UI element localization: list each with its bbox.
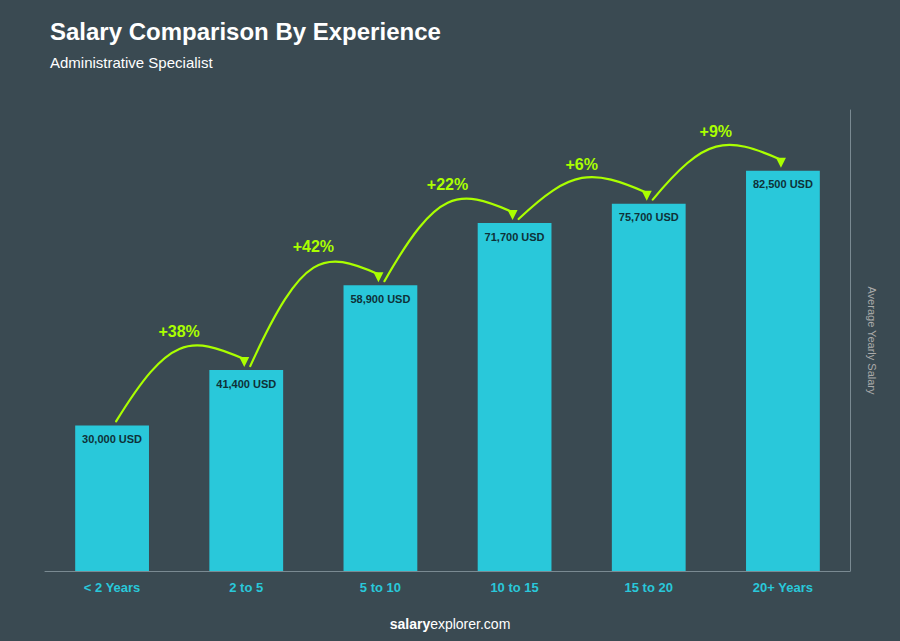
svg-text:salary: salary <box>390 616 431 632</box>
svg-text:Average Yearly Salary: Average Yearly Salary <box>866 286 878 395</box>
svg-text:+9%: +9% <box>700 123 732 140</box>
svg-text:5 to 10: 5 to 10 <box>360 580 401 595</box>
svg-text:Administrative Specialist: Administrative Specialist <box>50 54 213 71</box>
svg-text:75,700 USD: 75,700 USD <box>619 211 679 223</box>
svg-text:+38%: +38% <box>158 323 199 340</box>
svg-text:explorer.com: explorer.com <box>430 616 510 632</box>
svg-text:20+ Years: 20+ Years <box>753 580 813 595</box>
svg-text:82,500 USD: 82,500 USD <box>753 178 813 190</box>
svg-text:30,000 USD: 30,000 USD <box>82 433 142 445</box>
svg-text:71,700 USD: 71,700 USD <box>485 231 545 243</box>
svg-text:+22%: +22% <box>427 176 468 193</box>
svg-text:+42%: +42% <box>293 238 334 255</box>
svg-text:+6%: +6% <box>565 156 597 173</box>
svg-text:2 to 5: 2 to 5 <box>229 580 263 595</box>
svg-text:Salary Comparison By Experienc: Salary Comparison By Experience <box>50 18 441 45</box>
svg-text:< 2 Years: < 2 Years <box>84 580 141 595</box>
svg-text:10 to 15: 10 to 15 <box>490 580 538 595</box>
svg-text:58,900 USD: 58,900 USD <box>350 293 410 305</box>
svg-text:15 to 20: 15 to 20 <box>625 580 673 595</box>
svg-text:41,400 USD: 41,400 USD <box>216 378 276 390</box>
